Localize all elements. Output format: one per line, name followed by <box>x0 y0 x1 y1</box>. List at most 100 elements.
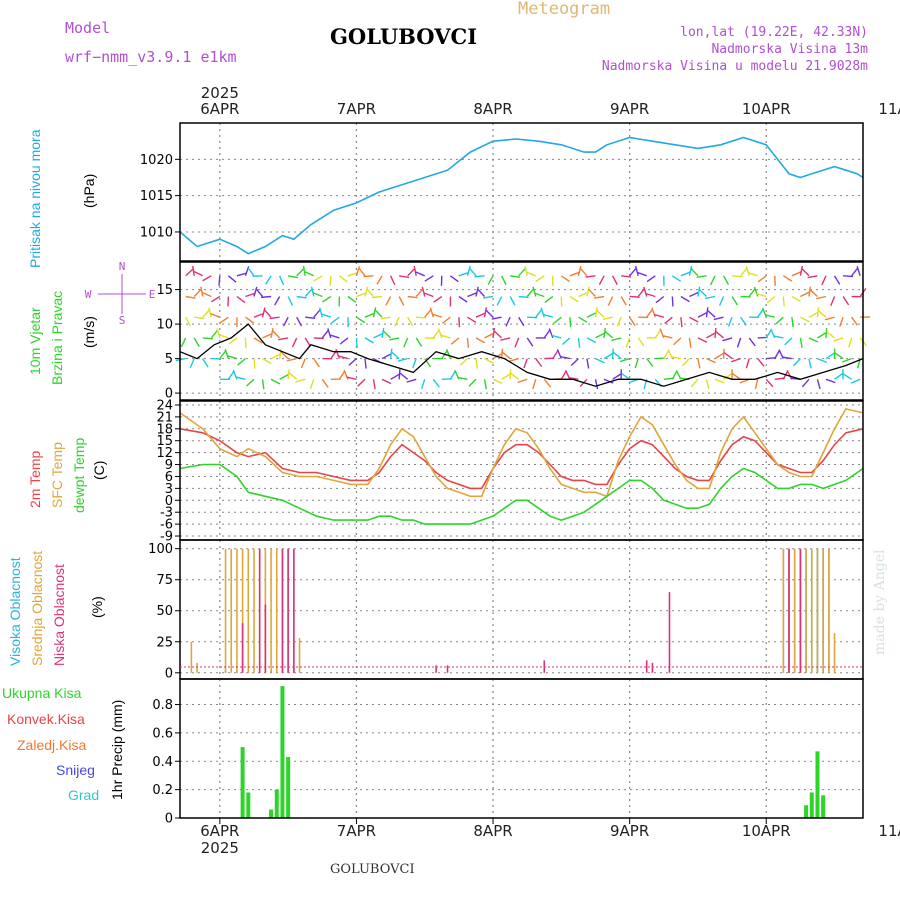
wind-arrow <box>825 327 828 338</box>
wind-arrow <box>643 286 648 297</box>
wind-arrow <box>774 377 785 380</box>
precip-bar <box>809 792 814 818</box>
wind-arrow <box>578 316 588 323</box>
y-tick-label: 9 <box>165 458 173 473</box>
wind-arrow <box>372 295 383 299</box>
wind-arrow <box>385 296 392 306</box>
wind-arrow <box>688 337 692 348</box>
wind-arrow <box>429 307 434 318</box>
wind-arrow <box>372 307 377 318</box>
wind-arrow <box>420 379 426 390</box>
precip-conv-label: Konvek.Kisa <box>7 711 85 727</box>
wind-arrow <box>527 316 538 319</box>
y-tick-label: 10 <box>156 318 173 333</box>
wind-arrow <box>568 377 579 380</box>
wind-arrow <box>526 288 535 297</box>
wind-arrow <box>526 337 534 347</box>
wind-arrow <box>833 275 841 285</box>
wind-arrow <box>671 275 682 282</box>
wind-arrow <box>714 327 717 338</box>
precip-bar <box>246 792 251 818</box>
wind-arrow <box>338 355 349 360</box>
wind-arrow <box>274 296 281 306</box>
wind-arrow <box>300 358 306 369</box>
wind-arrow <box>732 275 743 278</box>
wind-arrow <box>227 355 238 360</box>
wind-arrow <box>216 328 221 339</box>
series-line-2m-temp <box>179 428 864 490</box>
wind-arrow <box>485 309 494 318</box>
wind-arrow <box>245 316 255 324</box>
wind-arrow <box>327 328 332 339</box>
wind-arrow <box>856 266 861 277</box>
wind-arrow <box>185 295 196 299</box>
wind-arrow <box>413 265 417 276</box>
wind-arrow <box>664 316 673 325</box>
wind-arrow <box>313 358 320 368</box>
wind-arrow <box>843 275 854 278</box>
wind-arrow <box>210 329 219 339</box>
wind-arrow <box>228 337 238 345</box>
wind-arrow <box>577 337 581 348</box>
wind-arrow <box>202 358 209 368</box>
wind-arrow <box>800 291 810 298</box>
wind-arrow <box>329 275 332 286</box>
wind-arrow <box>842 373 852 380</box>
wind-arrow <box>698 288 707 297</box>
compass-w: W <box>85 288 92 301</box>
cloud-low-label: Niska Oblacnost <box>51 564 67 666</box>
wind-arrow <box>237 358 246 366</box>
wind-arrow <box>399 372 409 380</box>
y-tick-label: 50 <box>156 604 173 619</box>
wind-arrow <box>381 378 392 385</box>
wind-arrow <box>543 378 552 388</box>
wind-arrow <box>611 275 618 285</box>
model-elevation-label: Nadmorska Visina u modelu 21.9028m <box>601 59 868 74</box>
wind-arrow <box>348 358 357 366</box>
wind-arrow <box>432 313 443 318</box>
watermark: made by Angel <box>872 549 888 656</box>
precip-snow-label: Snijeg <box>56 762 95 778</box>
wind-arrow <box>766 295 776 304</box>
series-line-dewpt-temp <box>179 463 864 525</box>
wind-arrow <box>483 307 488 318</box>
wind-arrow <box>192 265 195 276</box>
precip-bar <box>815 751 820 818</box>
wind-arrow <box>224 348 230 359</box>
wind-arrow <box>782 275 793 282</box>
wind-arrow <box>364 358 367 369</box>
wind-arrow <box>510 275 521 278</box>
wind-arrow <box>645 292 656 298</box>
elevation-label: Nadmorska Visina 13m <box>711 42 868 57</box>
precip-bar <box>821 795 826 818</box>
wind-unit: (m/s) <box>81 316 97 348</box>
wind-arrow <box>607 296 614 306</box>
wind-arrow <box>598 275 605 285</box>
wind-arrow <box>235 376 246 380</box>
day-label-top: 8APR <box>473 100 512 118</box>
wind-arrow <box>193 288 202 297</box>
day-label-top: 10APR <box>742 100 791 118</box>
wind-arrow <box>218 334 229 339</box>
wind-arrow <box>634 358 639 369</box>
wind-arrow <box>586 312 597 318</box>
wind-arrow <box>397 357 408 362</box>
wind-arrow <box>415 288 424 297</box>
wind-arrow <box>690 268 699 277</box>
wind-arrow <box>321 329 329 339</box>
wind-arrow <box>338 370 346 380</box>
wind-arrow <box>246 378 255 387</box>
wind-arrow <box>459 358 468 366</box>
wind-arrow <box>500 348 504 359</box>
wind-arrow <box>773 335 784 339</box>
wind-arrow <box>296 268 305 277</box>
wind-arrow <box>185 268 194 277</box>
y-tick-label: 5 <box>165 352 173 367</box>
wind-arrow <box>552 349 559 359</box>
wind-arrow <box>791 317 794 328</box>
wind-arrow <box>245 292 256 298</box>
wind-arrow <box>475 337 486 344</box>
wind-arrow <box>824 316 835 321</box>
wind-arrow <box>518 267 526 277</box>
temp-dew-label: dewpt Temp <box>71 437 87 513</box>
